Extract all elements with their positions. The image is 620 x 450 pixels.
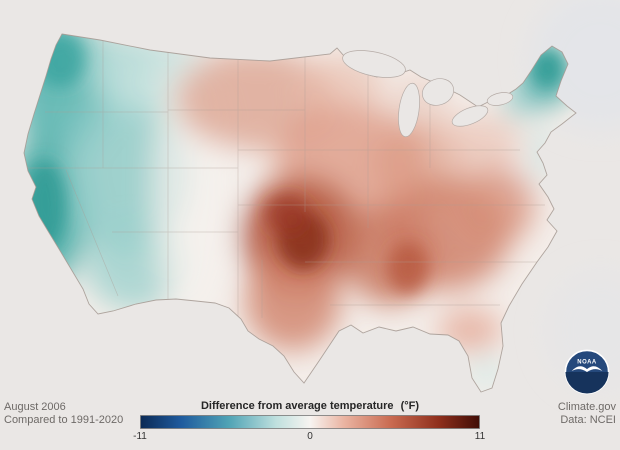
legend-tick-zero: 0 — [307, 431, 313, 442]
anomaly-blob — [266, 195, 310, 235]
anomaly-blob — [455, 165, 535, 245]
noaa-logo-text: NOAA — [577, 359, 597, 365]
lake-huron — [421, 78, 455, 106]
legend-colorbar — [140, 415, 480, 429]
date-attribution: August 2006 Compared to 1991-2020 — [4, 401, 123, 427]
anomaly-blob — [533, 50, 563, 86]
noaa-logo: NOAA — [564, 349, 610, 395]
great-lakes — [342, 50, 514, 138]
state-borders — [25, 40, 545, 318]
anomaly-blob — [35, 34, 85, 88]
lake-erie — [451, 105, 489, 127]
legend-ticks: -11 0 11 — [133, 431, 485, 443]
climate-gov-label: Climate.gov — [557, 401, 616, 413]
anomaly-blob — [467, 356, 507, 388]
legend-colorbar-rect — [140, 415, 480, 429]
data-source-label: Data: NCEI — [560, 414, 616, 426]
noaa-logo-sea — [565, 372, 609, 394]
state-border-line — [65, 169, 119, 297]
lake-ontario — [486, 92, 514, 106]
legend-title-text: Difference from average temperature — [200, 400, 394, 412]
legend-tick-max: 11 — [474, 431, 486, 442]
legend-tick-min: -11 — [133, 431, 147, 442]
anomaly-blob — [438, 308, 502, 352]
lake-superior — [342, 50, 406, 78]
lake-michigan — [398, 82, 420, 138]
us-outline — [23, 33, 577, 393]
map-baseline: Compared to 1991-2020 — [4, 414, 124, 426]
anomaly-blob — [432, 115, 522, 171]
legend-unit: (°F) — [400, 400, 420, 412]
anomaly-blob — [388, 242, 428, 294]
anomaly-layer — [24, 34, 571, 388]
map-date: August 2006 — [4, 401, 66, 413]
noaa-seagull-icon — [571, 366, 603, 372]
legend-title: Difference from average temperature (°F) — [140, 400, 480, 412]
legend: Difference from average temperature (°F)… — [133, 400, 485, 443]
source-attribution: Climate.gov Data: NCEI — [558, 401, 616, 427]
anomaly-blob — [245, 250, 341, 350]
